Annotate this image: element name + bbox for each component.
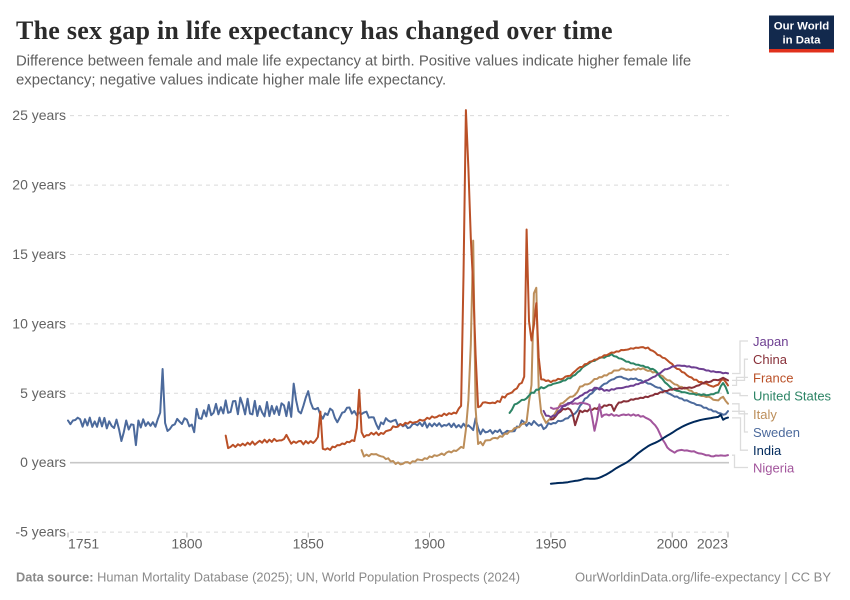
svg-text:India: India — [753, 443, 782, 458]
svg-text:Italy: Italy — [753, 407, 777, 422]
svg-text:2023: 2023 — [697, 536, 728, 552]
svg-text:1900: 1900 — [414, 536, 445, 552]
svg-text:10 years: 10 years — [12, 315, 66, 331]
svg-text:1800: 1800 — [171, 536, 202, 552]
svg-text:expectancy; negative values in: expectancy; negative values indicate hig… — [16, 73, 446, 89]
svg-text:15 years: 15 years — [12, 246, 66, 262]
svg-text:1850: 1850 — [293, 536, 324, 552]
svg-text:United States: United States — [753, 389, 832, 404]
svg-text:China: China — [753, 352, 788, 367]
svg-text:25 years: 25 years — [12, 107, 66, 123]
svg-text:OurWorldinData.org/life-expect: OurWorldinData.org/life-expectancy | CC … — [575, 570, 831, 585]
svg-text:1751: 1751 — [68, 536, 99, 552]
svg-text:Japan: Japan — [753, 334, 788, 349]
svg-text:20 years: 20 years — [12, 177, 66, 193]
svg-text:Nigeria: Nigeria — [753, 461, 795, 476]
svg-text:Data source: Human Mortality D: Data source: Human Mortality Database (2… — [16, 570, 520, 585]
svg-text:0 years: 0 years — [20, 454, 66, 470]
svg-text:The sex gap in life expectancy: The sex gap in life expectancy has chang… — [16, 16, 613, 45]
svg-text:Difference between female and: Difference between female and male life … — [16, 54, 691, 70]
svg-text:5 years: 5 years — [20, 385, 66, 401]
svg-text:Our World: Our World — [774, 21, 830, 33]
svg-text:France: France — [753, 370, 793, 385]
svg-text:-5 years: -5 years — [15, 524, 66, 540]
svg-text:in Data: in Data — [783, 35, 822, 47]
svg-text:2000: 2000 — [657, 536, 688, 552]
svg-text:1950: 1950 — [535, 536, 566, 552]
svg-text:Sweden: Sweden — [753, 425, 800, 440]
